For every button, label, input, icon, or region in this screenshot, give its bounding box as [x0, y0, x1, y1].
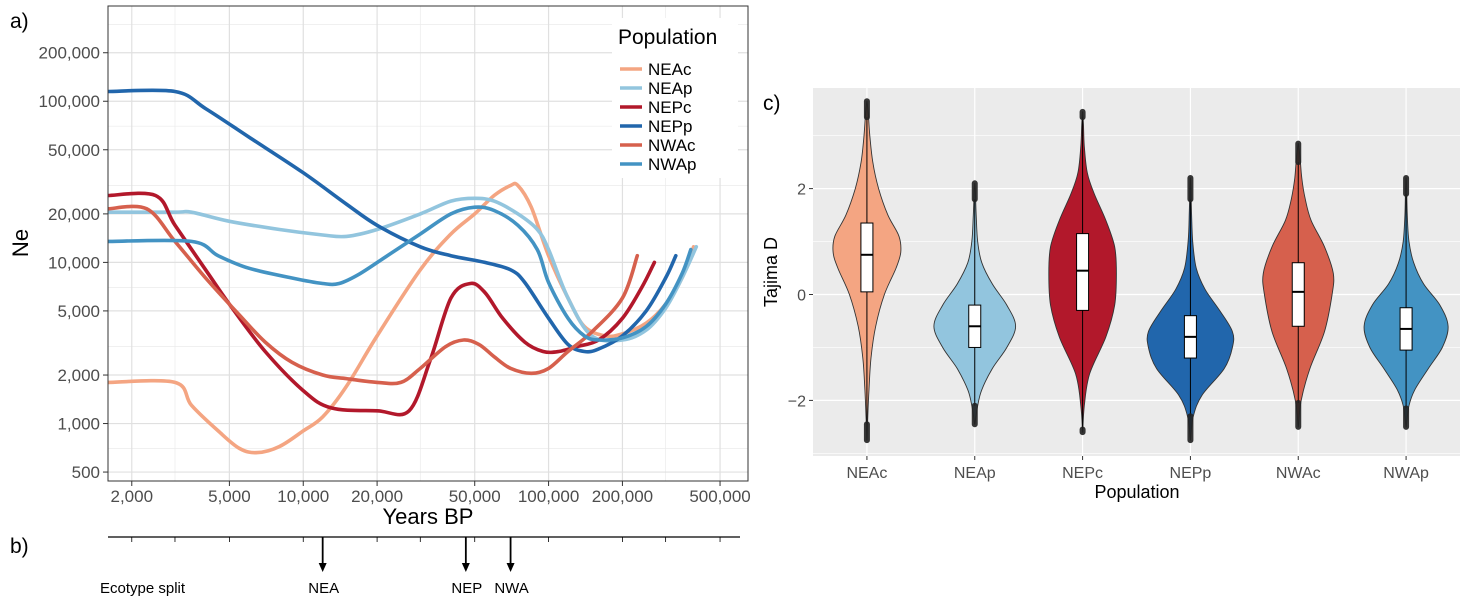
y-tick-label: 0 — [797, 288, 806, 305]
series-line-nwap — [108, 205, 693, 342]
panel-label-b: b) — [10, 535, 29, 558]
y-tick-label: 20,000 — [48, 205, 100, 224]
legend-label-nepp: NEPp — [648, 117, 692, 136]
split-label-nep: NEP — [451, 580, 482, 597]
x-tick-label-neap: NEAp — [954, 465, 996, 482]
timeline-markers: NEA NEP NWA — [308, 537, 529, 597]
y-tick-label: 500 — [72, 463, 100, 482]
panel-c-tajima-violin: −2 0 2 NEAc NEAp NEPc NEPp NWAc NWAp Population… — [761, 88, 1460, 502]
panel-a-series-lines — [108, 88, 699, 455]
panel-label-a: a) — [10, 10, 29, 33]
panel-label-c: c) — [763, 92, 781, 115]
panel-a-x-ticks: 2,000 5,000 10,000 20,000 50,000 100,000 200,0… — [111, 481, 751, 506]
x-tick-label-nwac: NWAc — [1276, 465, 1321, 482]
ecotype-split-label: Ecotype split — [100, 580, 186, 597]
y-tick-label: 2 — [797, 182, 806, 199]
series-line-nwac — [108, 204, 640, 386]
x-tick-label-nepc: NEPc — [1062, 465, 1103, 482]
y-tick-label: 2,000 — [57, 366, 100, 385]
split-arrowhead-nep — [461, 563, 470, 572]
legend-label-nepc: NEPc — [648, 98, 692, 117]
panel-c-y-axis-title: Tajima D — [761, 237, 781, 307]
x-tick-label: 50,000 — [449, 487, 501, 506]
x-tick-label: 100,000 — [518, 487, 579, 506]
split-label-nea: NEA — [308, 580, 339, 597]
series-line-neap — [108, 196, 699, 343]
split-arrowhead-nwa — [506, 563, 515, 572]
x-tick-label: 500,000 — [689, 487, 750, 506]
panel-c-violins — [832, 98, 1449, 444]
series-line-neac — [108, 181, 696, 455]
legend-label-neac: NEAc — [648, 60, 692, 79]
x-tick-label-nwap: NWAp — [1383, 465, 1429, 482]
x-tick-label: 200,000 — [592, 487, 653, 506]
panel-b-ecotype-split: NEA NEP NWA Ecotype split — [100, 536, 740, 597]
x-tick-label: 5,000 — [208, 487, 251, 506]
x-tick-label-neac: NEAc — [846, 465, 887, 482]
panel-a-y-axis-title: Ne — [8, 229, 33, 257]
y-tick-label: −2 — [788, 393, 806, 410]
x-tick-label: 10,000 — [277, 487, 329, 506]
panel-a-x-axis-title: Years BP — [383, 504, 474, 529]
y-tick-label: 50,000 — [48, 141, 100, 160]
box-neac — [860, 222, 874, 293]
panel-a-ne-chart: 2,000 5,000 10,000 20,000 50,000 100,000 200,0… — [8, 5, 751, 529]
y-tick-label: 1,000 — [57, 415, 100, 434]
legend-label-neap: NEAp — [648, 79, 692, 98]
legend-label-nwac: NWAc — [648, 136, 696, 155]
y-tick-label: 10,000 — [48, 253, 100, 272]
panel-c-x-ticks: NEAc NEAp NEPc NEPp NWAc NWAp — [846, 456, 1429, 482]
box-nepc — [1076, 233, 1090, 311]
legend-label-nwap: NWAp — [648, 155, 697, 174]
x-tick-label: 2,000 — [111, 487, 154, 506]
panel-a-y-ticks: 500 1,000 2,000 5,000 10,000 20,000 50,000 100,… — [39, 44, 108, 482]
y-tick-label: 5,000 — [57, 302, 100, 321]
split-arrowhead-nea — [318, 563, 327, 572]
box-nwac — [1291, 262, 1305, 327]
x-tick-label-nepp: NEPp — [1170, 465, 1212, 482]
panel-c-y-ticks: −2 0 2 — [788, 182, 813, 410]
panel-a-border — [107, 5, 749, 482]
x-tick-label: 20,000 — [351, 487, 403, 506]
legend-title: Population — [618, 26, 717, 49]
legend-background — [612, 18, 738, 178]
y-tick-label: 200,000 — [39, 44, 100, 63]
y-tick-label: 100,000 — [39, 92, 100, 111]
timeline-ticks — [131, 537, 721, 542]
panel-c-x-axis-title: Population — [1094, 482, 1179, 502]
split-label-nwa: NWA — [494, 580, 528, 597]
panel-c-plot-background — [813, 88, 1460, 456]
